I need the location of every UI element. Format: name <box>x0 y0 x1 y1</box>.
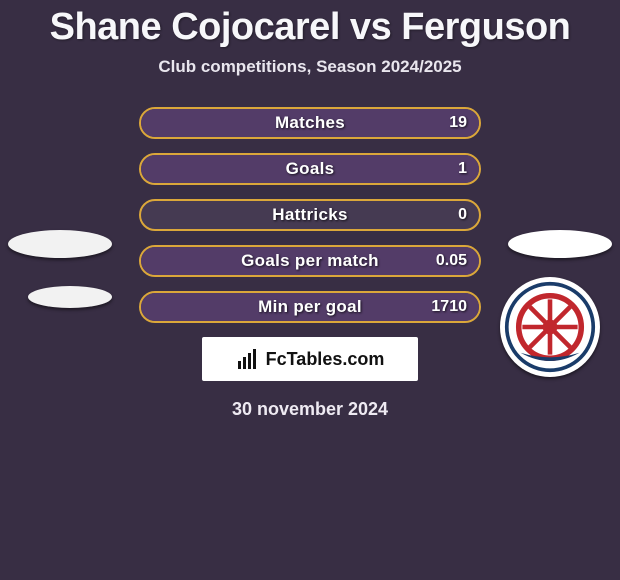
stat-bar: Hattricks0 <box>139 199 481 231</box>
stat-bars: Matches19 Goals1 Hattricks0 Goals per match… <box>139 107 481 323</box>
avatar-placeholder-left-1 <box>8 230 112 258</box>
stat-bar-label: Min per goal <box>141 293 479 321</box>
stat-bar-label: Goals per match <box>141 247 479 275</box>
brand-label: FcTables.com <box>266 349 385 370</box>
footer-date: 30 november 2024 <box>0 399 620 420</box>
page-title: Shane Cojocarel vs Ferguson <box>0 0 620 51</box>
stat-bar-label: Matches <box>141 109 479 137</box>
avatar-placeholder-left-2 <box>28 286 112 308</box>
club-badge-icon <box>504 281 596 373</box>
stat-bar-value: 19 <box>449 109 467 137</box>
page-subtitle: Club competitions, Season 2024/2025 <box>0 57 620 77</box>
bars-chart-icon <box>236 347 260 371</box>
brand-box[interactable]: FcTables.com <box>202 337 418 381</box>
club-badge <box>500 277 600 377</box>
stat-bar-label: Hattricks <box>141 201 479 229</box>
stat-bar-value: 0.05 <box>436 247 467 275</box>
stat-bar: Min per goal1710 <box>139 291 481 323</box>
stat-bar: Goals per match0.05 <box>139 245 481 277</box>
stat-bar-value: 1710 <box>431 293 467 321</box>
stat-bar-value: 0 <box>458 201 467 229</box>
stat-bar-label: Goals <box>141 155 479 183</box>
avatar-placeholder-right-1 <box>508 230 612 258</box>
stat-bar: Goals1 <box>139 153 481 185</box>
stat-bar-value: 1 <box>458 155 467 183</box>
stat-bar: Matches19 <box>139 107 481 139</box>
